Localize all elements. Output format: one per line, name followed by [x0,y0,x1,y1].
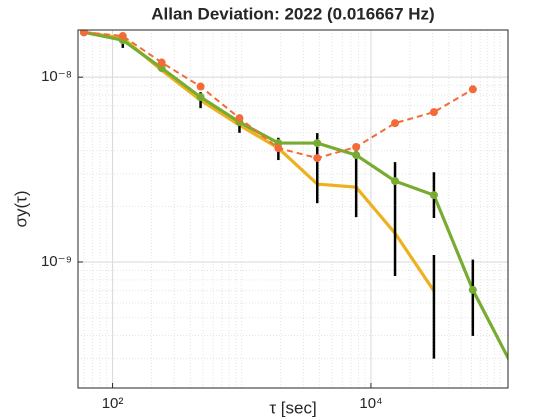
x-tick-label: 10⁴ [359,395,382,412]
x-axis-label: τ [sec] [269,398,316,417]
data-point [313,154,322,163]
data-point [468,285,477,294]
data-point [429,191,438,200]
data-point [352,142,361,151]
y-tick-label: 10⁻⁹ [41,253,72,270]
series-line [83,30,508,362]
data-point [391,177,400,186]
x-tick-label: 10² [102,395,124,412]
data-point [196,93,205,102]
data-point [235,114,244,123]
data-point [196,82,205,91]
chart-title: Allan Deviation: 2022 (0.016667 Hz) [151,4,434,23]
data-point [157,58,166,67]
data-point [274,144,283,153]
y-tick-label: 10⁻⁸ [41,68,72,85]
data-point [468,85,477,94]
data-point [391,119,400,128]
data-point [118,32,127,41]
data-point [352,151,361,160]
data-point [79,30,88,37]
data-point [429,108,438,117]
plot-area [79,30,508,367]
y-axis-label: σy(τ) [11,190,30,227]
data-point [157,64,166,73]
data-point [313,139,322,148]
plot-frame [77,29,509,389]
